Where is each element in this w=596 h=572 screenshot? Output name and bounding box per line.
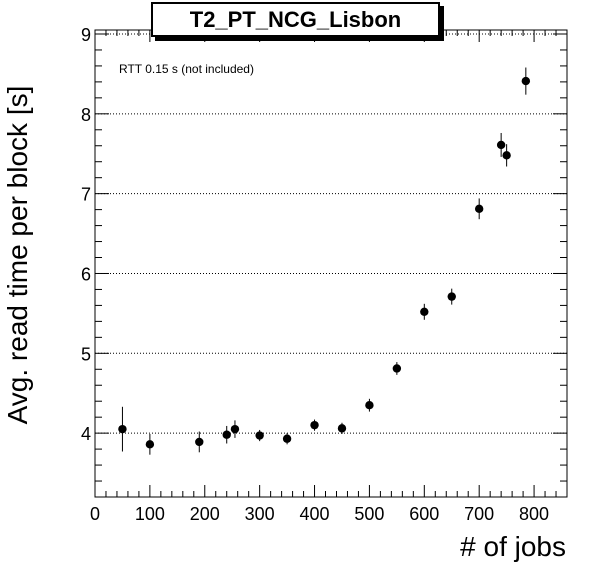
data-point [145,440,155,449]
plot-frame [94,29,568,498]
data-point [282,434,292,443]
y-tick-label: 4 [81,424,91,444]
data-point [230,424,240,434]
data-point [310,420,319,430]
chart-title: T2_PT_NCG_Lisbon [151,2,440,37]
data-point [392,364,402,373]
data-point [474,204,484,214]
rtt-annotation: RTT 0.15 s (not included) [119,62,254,76]
y-tick-label: 5 [81,344,91,364]
x-tick-label: 200 [190,504,220,524]
data-point [222,430,231,439]
x-axis-title: # of jobs [460,531,566,562]
data-point [496,140,506,150]
x-tick-label: 0 [90,504,100,524]
data-point [255,431,264,440]
axis-ticks [94,30,568,498]
y-tick-label: 9 [81,25,91,45]
data-points [118,67,531,455]
data-point [195,437,204,447]
x-tick-label: 400 [300,504,330,524]
data-point [521,76,531,86]
y-tick-labels: 4 5 6 7 8 9 [81,25,91,444]
y-tick-label: 7 [81,185,91,205]
y-tick-label: 6 [81,264,91,284]
y-tick-label: 8 [81,105,91,125]
x-tick-labels: 0 100 200 300 400 500 600 700 800 [90,504,549,524]
data-point [365,400,374,410]
data-point [337,424,347,433]
data-point [118,424,127,434]
y-axis-title: Avg. read time per block [s] [2,86,33,425]
x-tick-label: 500 [354,504,384,524]
x-tick-label: 100 [135,504,165,524]
data-point [420,307,429,316]
x-tick-label: 700 [464,504,494,524]
grid-lines [95,33,567,434]
data-point [502,151,511,160]
x-tick-label: 300 [245,504,275,524]
x-tick-label: 600 [409,504,439,524]
data-point [447,292,456,301]
x-tick-label: 800 [519,504,549,524]
